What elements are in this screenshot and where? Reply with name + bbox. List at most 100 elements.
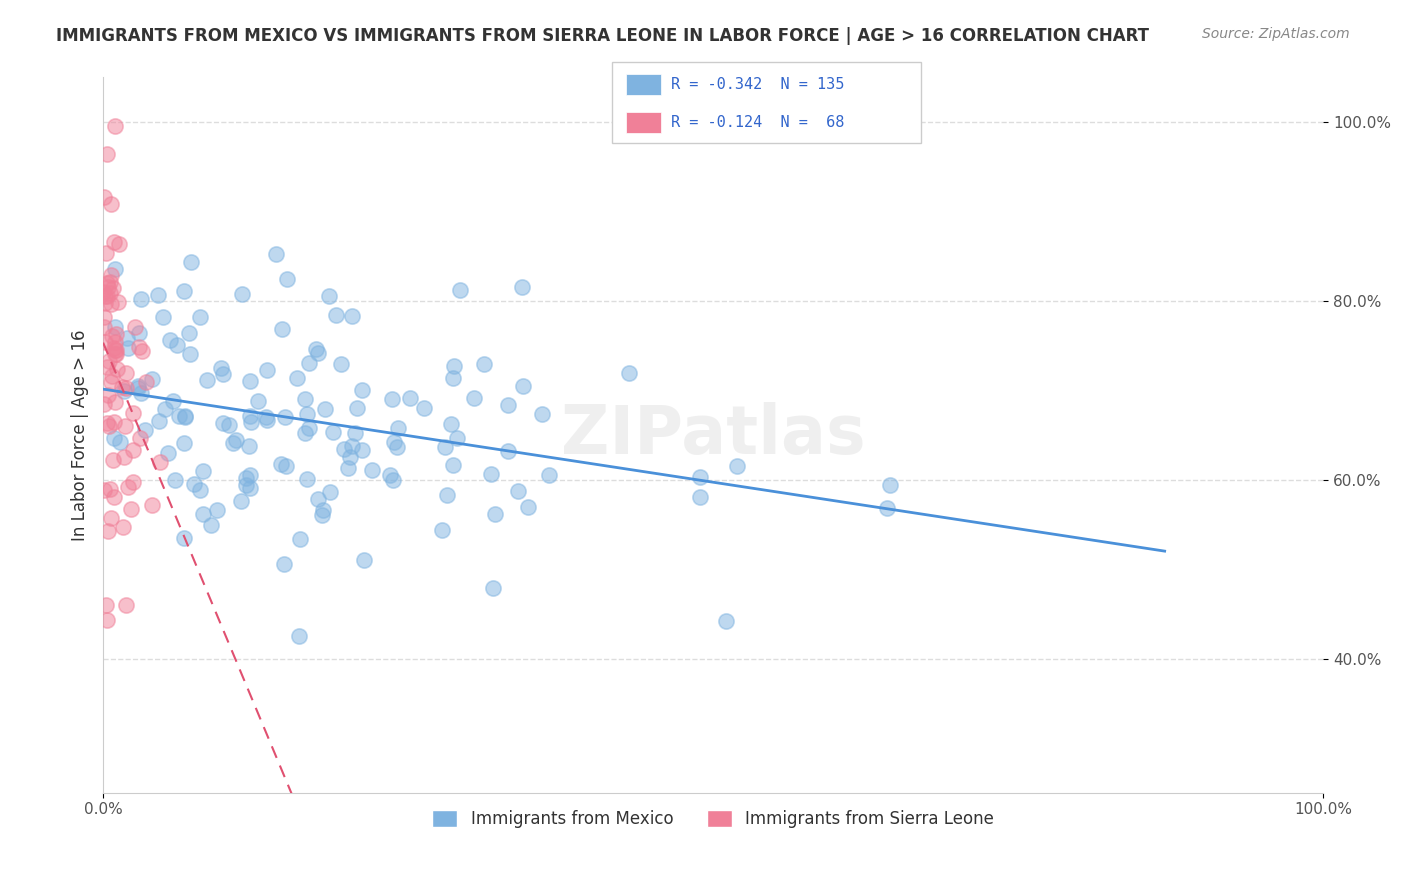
Point xyxy=(93,310,115,324)
Point xyxy=(114,381,136,395)
Point xyxy=(103,415,125,429)
Point xyxy=(239,467,262,482)
Point xyxy=(879,478,901,492)
Point xyxy=(129,385,152,400)
Point xyxy=(537,468,560,483)
Point xyxy=(114,450,136,465)
Point xyxy=(124,319,146,334)
Point xyxy=(104,120,127,134)
Point xyxy=(96,276,118,290)
Point xyxy=(128,431,150,445)
Point xyxy=(104,326,127,341)
Point xyxy=(159,333,181,347)
Point xyxy=(339,450,361,464)
Point xyxy=(127,380,149,394)
Point xyxy=(482,581,505,595)
Point xyxy=(122,406,145,420)
Point xyxy=(96,416,118,430)
Point xyxy=(173,531,195,545)
Point xyxy=(353,553,375,567)
Point xyxy=(100,375,122,389)
Point xyxy=(93,483,115,497)
Point xyxy=(93,285,115,299)
Point xyxy=(129,293,152,307)
Point xyxy=(510,280,533,294)
Point xyxy=(412,401,434,415)
Point xyxy=(94,296,117,310)
Point xyxy=(385,440,408,454)
Point xyxy=(382,435,405,450)
Point xyxy=(312,503,335,517)
Point xyxy=(97,280,120,294)
Point xyxy=(254,409,277,424)
Point xyxy=(180,255,202,269)
Point xyxy=(288,629,311,643)
Point xyxy=(239,415,262,429)
Point xyxy=(100,511,122,525)
Point xyxy=(512,378,534,392)
Point xyxy=(104,319,127,334)
Point xyxy=(307,491,329,506)
Point xyxy=(104,347,127,361)
Point xyxy=(294,425,316,440)
Point xyxy=(441,371,464,385)
Point xyxy=(876,501,898,516)
Point xyxy=(218,417,240,432)
Point xyxy=(104,343,127,357)
Point xyxy=(318,288,340,302)
Point xyxy=(441,458,464,473)
Point xyxy=(117,331,139,345)
Point xyxy=(276,272,298,286)
Point xyxy=(235,470,257,484)
Point xyxy=(298,356,321,370)
Point xyxy=(165,473,187,487)
Point xyxy=(93,190,115,204)
Point xyxy=(274,410,297,425)
Point xyxy=(131,343,153,358)
Point xyxy=(100,328,122,343)
Point xyxy=(274,459,297,474)
Point xyxy=(104,262,127,277)
Point xyxy=(96,360,118,375)
Point xyxy=(100,268,122,283)
Point xyxy=(100,297,122,311)
Point xyxy=(93,397,115,411)
Point xyxy=(103,490,125,504)
Point xyxy=(264,247,287,261)
Point xyxy=(322,425,344,439)
Point xyxy=(101,369,124,384)
Point xyxy=(157,445,180,459)
Point xyxy=(430,523,453,537)
Point xyxy=(152,310,174,325)
Point xyxy=(148,414,170,428)
Point xyxy=(288,532,311,546)
Point xyxy=(94,246,117,260)
Point xyxy=(183,476,205,491)
Point xyxy=(346,401,368,415)
Point xyxy=(716,615,738,629)
Point xyxy=(305,342,328,356)
Point xyxy=(107,237,129,252)
Point xyxy=(179,347,201,361)
Point xyxy=(342,310,364,324)
Point xyxy=(481,467,503,482)
Point xyxy=(439,417,461,431)
Point xyxy=(238,439,260,453)
Point xyxy=(146,288,169,302)
Point xyxy=(107,295,129,310)
Point xyxy=(433,440,456,454)
Point xyxy=(115,366,138,380)
Point xyxy=(246,393,269,408)
Point xyxy=(134,423,156,437)
Point xyxy=(173,284,195,298)
Point xyxy=(173,409,195,423)
Point xyxy=(287,371,309,385)
Point xyxy=(256,413,278,427)
Point xyxy=(446,431,468,445)
Point xyxy=(121,475,143,490)
Point xyxy=(108,434,131,449)
Point xyxy=(294,392,316,407)
Point xyxy=(399,391,422,405)
Point xyxy=(93,319,115,334)
Point xyxy=(530,407,553,421)
